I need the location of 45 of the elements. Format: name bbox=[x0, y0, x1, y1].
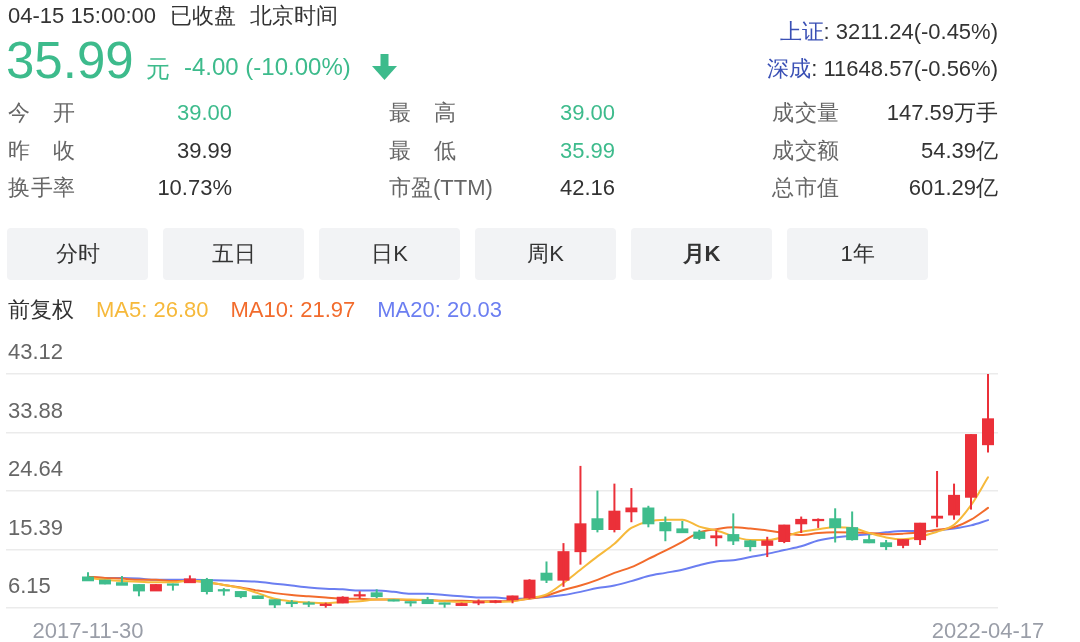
text: 换手率 bbox=[8, 175, 75, 201]
text: 北京时间 bbox=[250, 3, 339, 29]
text: 最 低 bbox=[389, 138, 456, 164]
text: -4.00 (-10.00%) bbox=[184, 53, 351, 81]
legend-title: 前复权 bbox=[8, 297, 74, 323]
y-tick-label: 33.88 bbox=[8, 397, 64, 423]
text: 601.29亿 bbox=[908, 175, 998, 201]
tab-button[interactable]: 1年 bbox=[787, 228, 928, 280]
text: 39.00 bbox=[176, 100, 232, 126]
text: 39.00 bbox=[559, 100, 615, 126]
text: 147.59万手 bbox=[886, 100, 998, 126]
y-tick-label: 43.12 bbox=[8, 339, 64, 365]
text: MA5: 26.80 bbox=[96, 297, 209, 323]
text: 市盈(TTM) bbox=[389, 175, 493, 201]
text: 深成 bbox=[767, 56, 812, 81]
x-tick-label: 2017-11-30 bbox=[32, 618, 144, 642]
tab-button[interactable]: 分时 bbox=[7, 228, 148, 280]
text: 上证 bbox=[779, 19, 824, 44]
y-tick-label: 15.39 bbox=[8, 514, 64, 540]
text: 成交量 bbox=[772, 100, 839, 126]
tab-button[interactable]: 五日 bbox=[163, 228, 304, 280]
text: MA10: 21.97 bbox=[230, 297, 356, 323]
text: 35.99 bbox=[6, 32, 134, 89]
tab-button[interactable]: 月K bbox=[631, 228, 772, 280]
text: 54.39亿 bbox=[920, 138, 998, 164]
text: : 3211.24(-0.45%) bbox=[823, 19, 998, 44]
text: : 11648.57(-0.56%) bbox=[811, 56, 998, 81]
text: 元 bbox=[146, 55, 170, 83]
tab-button[interactable]: 周K bbox=[475, 228, 616, 280]
text: 最 高 bbox=[389, 100, 456, 126]
y-tick-label: 6.15 bbox=[8, 573, 51, 599]
text: 已收盘 bbox=[170, 3, 237, 29]
text: MA20: 20.03 bbox=[377, 297, 503, 323]
text: 39.99 bbox=[176, 138, 232, 164]
x-tick-label: 2022-04-17 bbox=[931, 618, 1045, 642]
text: 35.99 bbox=[559, 138, 615, 164]
text: 成交额 bbox=[772, 138, 839, 164]
text: 总市值 bbox=[772, 175, 839, 201]
text: 今 开 bbox=[8, 100, 75, 126]
y-tick-label: 24.64 bbox=[8, 456, 64, 482]
text: 42.16 bbox=[559, 175, 615, 201]
tab-button[interactable]: 日K bbox=[319, 228, 460, 280]
text: 昨 收 bbox=[8, 138, 75, 164]
text: 10.73% bbox=[157, 175, 232, 201]
text: 04-15 15:00:00 bbox=[8, 3, 157, 29]
